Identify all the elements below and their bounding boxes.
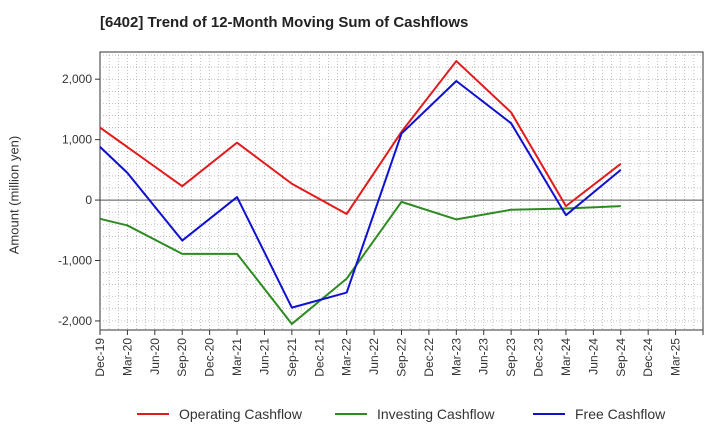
series-line-free-cashflow (99, 80, 622, 309)
x-tick-label: Dec-23 (532, 338, 546, 377)
x-tick-label: Mar-21 (230, 338, 244, 376)
series-line-investing-cashflow (99, 200, 621, 325)
x-tick-label: Sep-24 (614, 338, 628, 377)
x-tick-label: Mar-22 (340, 338, 354, 376)
x-tick-label: Jun-24 (586, 338, 600, 375)
y-axis-ticks: -2,000 -1,000 0 1,000 2,000 (58, 72, 100, 328)
x-tick-label: Dec-22 (422, 338, 436, 377)
chart-title: [6402] Trend of 12-Month Moving Sum of C… (100, 14, 469, 31)
legend-label: Investing Cashflow (377, 406, 495, 422)
y-tick-label: -2,000 (58, 314, 92, 328)
legend-label: Free Cashflow (575, 406, 666, 422)
x-tick-label: Mar-20 (120, 338, 134, 376)
x-axis-ticks: Dec-19 Mar-20 Jun-20 Sep-20 Dec-20 Mar-21 Jun-… (93, 330, 704, 377)
x-tick-label: Sep-23 (504, 338, 518, 377)
y-tick-label: 0 (85, 193, 92, 207)
x-tick-label: Mar-24 (559, 338, 573, 376)
x-tick-label: Mar-25 (669, 338, 683, 376)
y-tick-label: 2,000 (62, 72, 92, 86)
x-tick-label: Jun-21 (257, 338, 271, 375)
series-line-operating-cashflow (99, 60, 622, 215)
x-tick-label: Dec-24 (641, 338, 655, 377)
series-lines (99, 60, 622, 325)
x-tick-label: Mar-23 (449, 338, 463, 376)
x-tick-label: Dec-20 (203, 338, 217, 377)
x-tick-label: Sep-20 (175, 338, 189, 377)
x-tick-label: Jun-20 (148, 338, 162, 375)
x-tick-label: Dec-21 (312, 338, 326, 377)
x-tick-label: Jun-22 (367, 338, 381, 375)
legend-label: Operating Cashflow (179, 406, 303, 422)
x-tick-label: Sep-22 (395, 338, 409, 377)
y-tick-label: 1,000 (62, 133, 92, 147)
y-tick-label: -1,000 (58, 254, 92, 268)
x-tick-label: Sep-21 (285, 338, 299, 377)
x-tick-label: Jun-23 (477, 338, 491, 375)
legend: Operating Cashflow Investing Cashflow Free… (137, 406, 666, 422)
x-tick-label: Dec-19 (93, 338, 107, 377)
